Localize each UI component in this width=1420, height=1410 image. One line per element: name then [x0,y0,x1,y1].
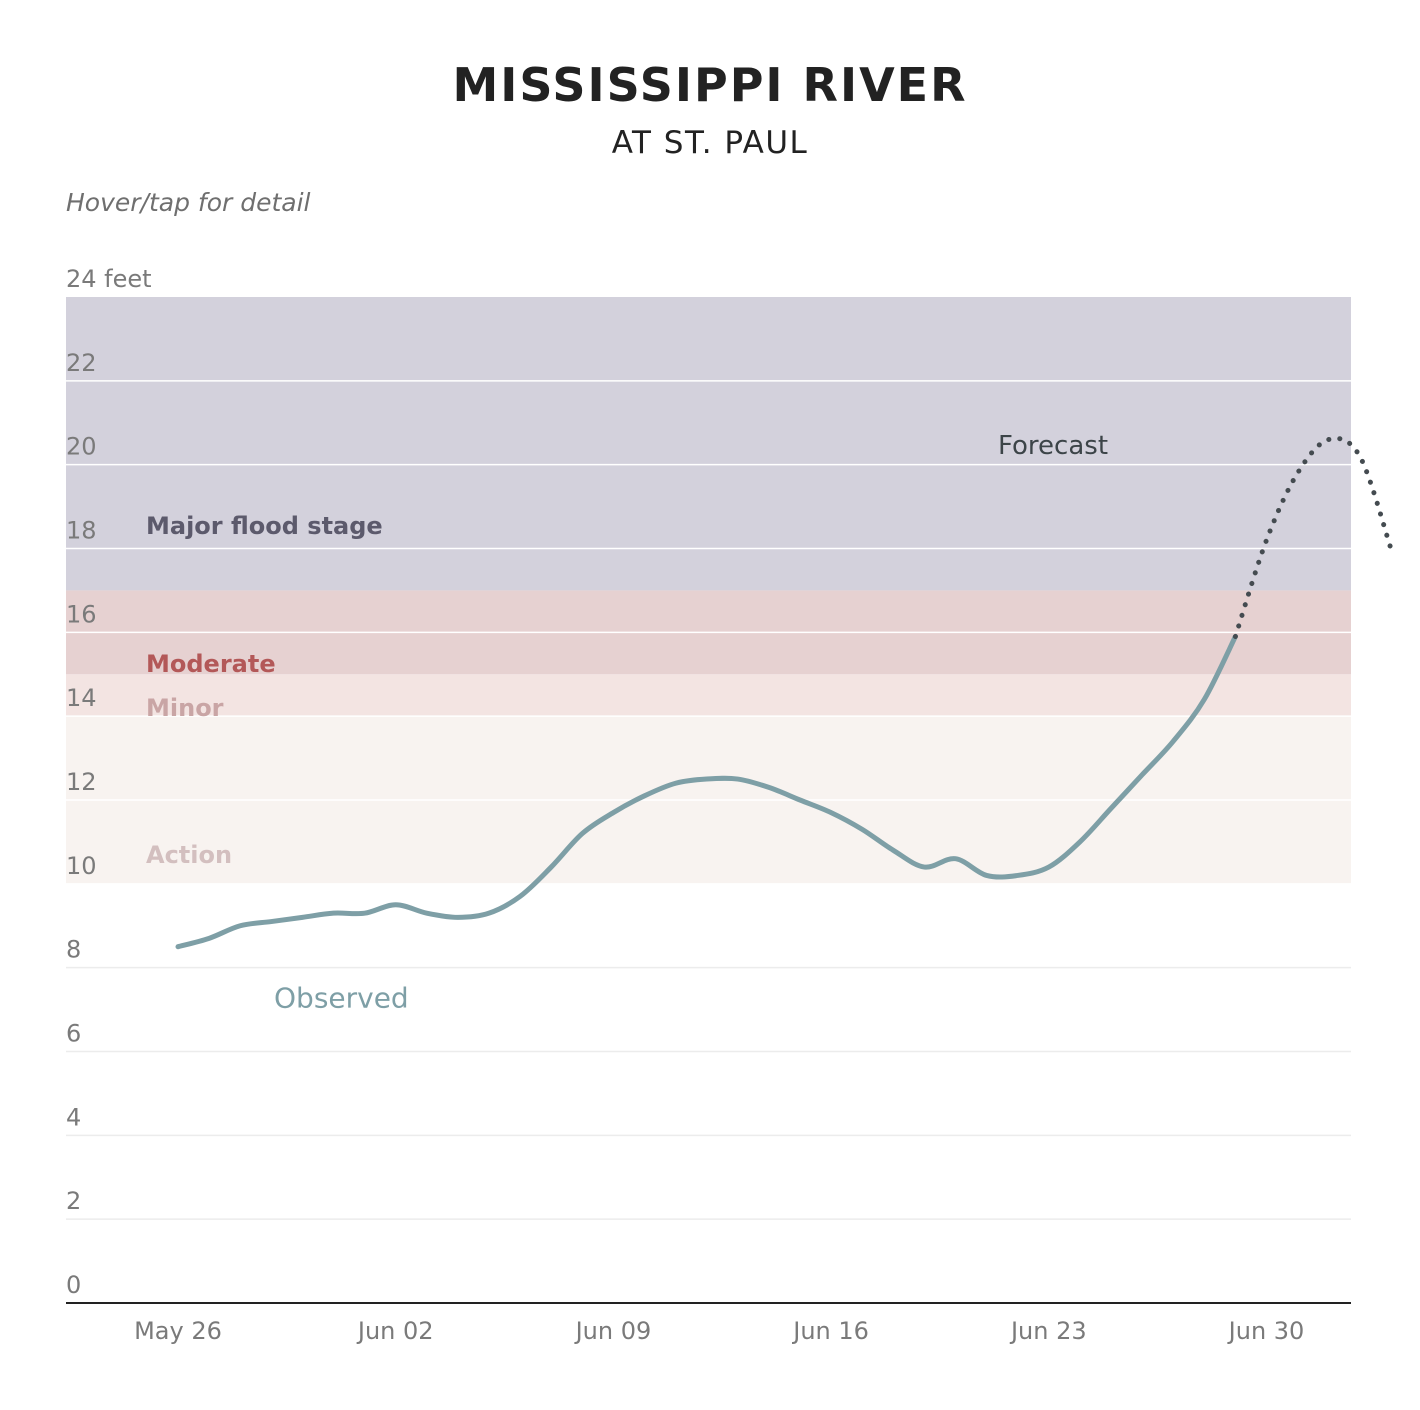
hover-hint: Hover/tap for detail [66,188,311,217]
x-axis-labels: May 26 Jun 02 Jun 09 Jun 16 Jun 23 Jun 30 [134,1317,1304,1345]
y-tick-label: 6 [66,1020,81,1048]
gridlines [66,380,1351,1304]
x-tick-label: Jun 16 [791,1317,869,1345]
stage-label-moderate: Moderate [146,650,276,678]
y-tick-label: 2 [66,1187,81,1215]
y-tick-label: 0 [66,1271,81,1299]
flood-stage-bands [66,297,1351,884]
y-tick-label: 4 [66,1103,81,1131]
chart-subtitle: AT ST. PAUL [611,125,809,161]
y-tick-label: 22 [66,349,97,377]
y-tick-label: 12 [66,768,97,796]
stage-label-action: Action [146,841,232,869]
stage-label-minor: Minor [146,694,224,722]
flood-stage-labels: Action Minor Moderate Major flood stage [146,512,383,869]
y-tick-label: 18 [66,517,97,545]
x-tick-label: Jun 30 [1227,1317,1305,1345]
series-labels: Observed Forecast [274,431,1108,1014]
y-tick-label: 10 [66,852,97,880]
stage-label-major-flood-stage: Major flood stage [146,512,383,540]
y-tick-label: 20 [66,433,97,461]
y-axis-labels: 0 2 4 6 8 10 12 14 16 18 20 22 24 feet [66,265,152,1299]
x-tick-label: Jun 02 [356,1317,434,1345]
y-tick-label: 8 [66,936,81,964]
x-tick-label: Jun 09 [574,1317,652,1345]
x-tick-label: Jun 23 [1009,1317,1087,1345]
series-label-observed: Observed [274,981,409,1014]
chart-title: MISSISSIPPI RIVER [452,58,968,112]
stage-band-minor [66,674,1351,717]
series-line-forecast[interactable] [1232,435,1394,640]
y-tick-label: 14 [66,684,97,712]
series-lines [175,435,1394,950]
series-label-forecast: Forecast [998,431,1108,461]
y-tick-label: 16 [66,600,97,628]
stage-band-major-flood-stage [66,297,1351,591]
series-line-observed[interactable] [175,634,1238,950]
y-tick-label: 24 feet [66,265,152,293]
x-tick-label: May 26 [134,1317,222,1345]
